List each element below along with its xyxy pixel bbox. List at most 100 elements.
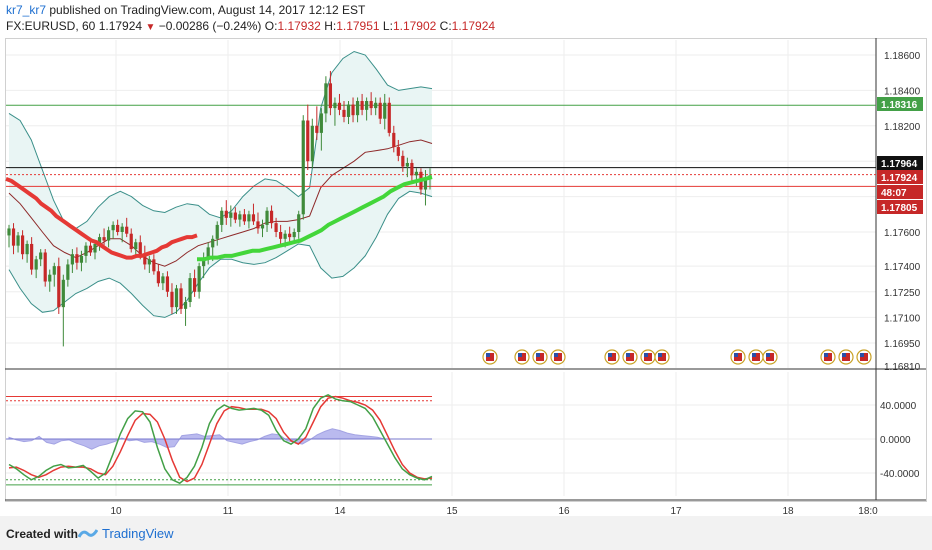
close-label: C: bbox=[439, 19, 452, 33]
candle-body bbox=[383, 102, 387, 119]
publish-line: kr7_kr7 published on TradingView.com, Au… bbox=[6, 3, 365, 17]
price-tag-label: 1.17964 bbox=[881, 159, 918, 170]
price-tag bbox=[877, 97, 923, 111]
candle-body bbox=[134, 242, 138, 250]
candle-body bbox=[292, 232, 296, 238]
price-tag bbox=[877, 156, 923, 170]
candle-body bbox=[147, 259, 151, 265]
candle-body bbox=[392, 132, 396, 148]
candle-body bbox=[197, 266, 201, 292]
candle-body bbox=[11, 228, 16, 246]
open-value: 1.17932 bbox=[277, 19, 321, 33]
candle-body bbox=[346, 104, 351, 117]
time-tick-label: 16 bbox=[558, 506, 570, 516]
candle-body bbox=[156, 271, 160, 284]
economic-event-flag-icon bbox=[482, 349, 498, 365]
candle-body bbox=[39, 252, 43, 260]
bollinger-fill bbox=[9, 51, 432, 318]
time-tick-label: 10 bbox=[110, 506, 122, 516]
candle-body bbox=[251, 214, 256, 222]
candle-body bbox=[288, 233, 292, 238]
candle-body bbox=[224, 210, 228, 218]
candle-body bbox=[111, 224, 115, 231]
candle-body bbox=[374, 102, 378, 109]
candle-body bbox=[301, 120, 305, 215]
economic-event-flag-icon bbox=[820, 349, 836, 365]
close-value: 1.17924 bbox=[451, 19, 496, 33]
chart-canvas[interactable]: 1.18600 1.18400 1.18200 1.17600 1.17400 1.172… bbox=[0, 0, 932, 516]
candle-body bbox=[315, 125, 319, 133]
price-tick-label: 1.17250 bbox=[884, 288, 921, 299]
candle-body bbox=[152, 259, 156, 272]
price-tag-label: 48:07 bbox=[881, 188, 907, 199]
candle-body bbox=[188, 278, 192, 303]
publish-text: published on TradingView.com, August 14,… bbox=[46, 3, 366, 17]
author-link[interactable]: kr7_kr7 bbox=[6, 3, 47, 17]
candle-body bbox=[274, 223, 278, 232]
bollinger-middle-line bbox=[8, 139, 433, 267]
candle-body bbox=[16, 235, 20, 246]
candle-body bbox=[70, 254, 74, 265]
candle-body bbox=[365, 101, 369, 110]
candle-body bbox=[129, 233, 133, 250]
price-tick-label: 1.16950 bbox=[884, 339, 921, 350]
price-tag bbox=[877, 200, 923, 214]
candle-body bbox=[269, 210, 274, 224]
footer: Created with TradingView bbox=[0, 516, 932, 550]
economic-event-flag-icon bbox=[838, 349, 854, 365]
bollinger-lower-line bbox=[8, 190, 433, 318]
candle-body bbox=[414, 171, 419, 176]
candle-body bbox=[215, 224, 219, 239]
sma-red-line bbox=[5, 177, 198, 260]
candle-body bbox=[229, 212, 233, 218]
candle-body bbox=[174, 288, 179, 308]
candle-body bbox=[138, 242, 142, 256]
candle-body bbox=[260, 224, 265, 229]
price-tag-label: 1.17805 bbox=[881, 203, 918, 214]
candle-body bbox=[25, 243, 29, 255]
down-arrow-icon: ▼ bbox=[145, 22, 156, 33]
tradingview-logo-icon bbox=[78, 529, 98, 538]
price-tick-label: 1.18400 bbox=[884, 86, 921, 97]
candle-body bbox=[423, 178, 428, 190]
open-label: O: bbox=[264, 19, 278, 33]
candle-body bbox=[310, 125, 314, 162]
price-tag bbox=[877, 185, 923, 199]
tradingview-link[interactable]: TradingView bbox=[102, 526, 174, 541]
economic-event-flag-icon bbox=[622, 349, 638, 365]
candle-body bbox=[220, 210, 224, 225]
candle-body bbox=[61, 279, 65, 308]
candle-body bbox=[88, 245, 93, 253]
price-tick-label: 1.17600 bbox=[884, 228, 921, 239]
candle-body bbox=[75, 254, 79, 263]
time-tick-label: 11 bbox=[223, 506, 234, 516]
price-tick-label: 1.16810 bbox=[884, 362, 921, 373]
economic-event-flag-icon bbox=[514, 349, 530, 365]
candle-body bbox=[20, 235, 25, 255]
price-tick-label: 1.18600 bbox=[884, 51, 921, 62]
candle-body bbox=[401, 155, 405, 167]
candles-group bbox=[7, 70, 432, 347]
time-tick-label: 18:0 bbox=[858, 506, 878, 516]
candle-body bbox=[57, 266, 61, 308]
candle-body bbox=[106, 230, 111, 241]
candle-body bbox=[342, 109, 346, 117]
candle-body bbox=[179, 288, 183, 309]
time-tick-label: 14 bbox=[334, 506, 346, 516]
price-tag-label: 1.17924 bbox=[881, 173, 918, 184]
candle-body bbox=[405, 162, 409, 167]
candle-body bbox=[283, 233, 287, 239]
candle-body bbox=[43, 252, 47, 282]
candle-body bbox=[193, 278, 197, 292]
candle-body bbox=[93, 243, 97, 253]
candle-body bbox=[233, 212, 237, 220]
candle-body bbox=[170, 291, 174, 308]
candle-body bbox=[337, 102, 342, 110]
economic-event-flag-icon bbox=[532, 349, 548, 365]
oscillator-tick-label: -40.0000 bbox=[880, 469, 920, 480]
sma-green-line bbox=[197, 175, 433, 262]
candle-body bbox=[183, 302, 188, 309]
chart-header: kr7_kr7 published on TradingView.com, Au… bbox=[0, 0, 932, 38]
candle-body bbox=[116, 224, 120, 232]
candle-body bbox=[387, 102, 391, 133]
